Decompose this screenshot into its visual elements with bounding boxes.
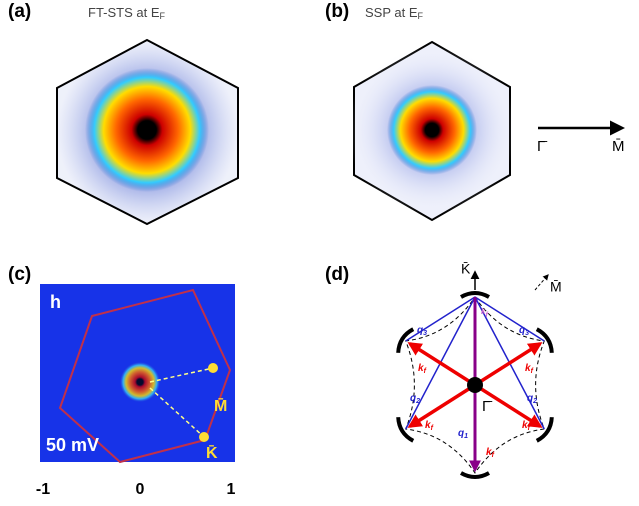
vector-label-sub: f	[431, 425, 434, 432]
panel-title: SSP at EF	[365, 5, 424, 21]
vector-label-sub: f	[492, 452, 495, 459]
m-label: M̄	[612, 138, 625, 155]
path-m	[149, 367, 214, 383]
m-label: M̄	[550, 279, 562, 295]
vector-label-sub: f	[424, 368, 427, 375]
panel-tag: (a)	[8, 1, 31, 22]
gamma-label: Γ̄	[482, 398, 492, 415]
vector-label-main: q	[458, 428, 464, 439]
vector-label-main: k	[525, 363, 531, 374]
vector-label: q2	[410, 393, 420, 405]
x-tick-label: 0	[136, 481, 145, 498]
vector-label-sub: f	[485, 312, 488, 319]
gamma-label: Γ̄	[537, 138, 547, 155]
panel-title-main: FT-STS at E	[88, 5, 160, 20]
vector-label-main: k	[418, 363, 424, 374]
vector-label-sub: 3	[525, 330, 529, 337]
panel-tag: (d)	[325, 264, 349, 285]
fermi-arc	[460, 291, 490, 299]
panel-title-sub: F	[160, 11, 166, 21]
panel-tag: (b)	[325, 1, 349, 22]
vector-label-main: q	[527, 393, 533, 404]
vector-label: kf	[481, 307, 488, 319]
intensity-a	[85, 68, 209, 192]
vector-label: q3	[417, 325, 427, 337]
vector-label: kf	[486, 447, 495, 459]
vector-label: kf	[522, 420, 531, 432]
vector-label-main: k	[481, 307, 486, 316]
kf-vector	[474, 383, 543, 428]
fermi-arc	[535, 417, 554, 443]
vector-label-sub: f	[528, 425, 531, 432]
vector-label: kf	[425, 420, 434, 432]
point-m	[208, 363, 218, 373]
fermi-arc	[535, 327, 554, 353]
vector-label: kf	[525, 363, 534, 375]
kf-vector	[407, 383, 476, 428]
fermi-arc	[396, 327, 415, 353]
fermi-arc	[396, 417, 415, 443]
intensity-c	[120, 362, 160, 402]
vector-label-sub: 3	[423, 330, 427, 337]
vector-label-main: q	[519, 325, 525, 336]
vector-label: kf	[418, 363, 427, 375]
vector-label-main: k	[486, 447, 492, 458]
fermi-arc	[460, 471, 490, 479]
vector-label: q3	[519, 325, 529, 337]
m-arrow	[534, 274, 549, 291]
m-label: M̄	[214, 396, 227, 415]
vector-label: q1	[458, 428, 468, 440]
panel-title: FT-STS at EF	[88, 5, 166, 21]
panel-tag: (c)	[8, 264, 31, 285]
vector-label-main: q	[417, 325, 423, 336]
panel-d	[396, 270, 554, 479]
vector-label-sub: f	[531, 368, 534, 375]
vector-label-sub: 2	[532, 398, 537, 405]
kf-vector	[407, 342, 476, 387]
q-vector	[474, 296, 545, 342]
vector-label-main: k	[425, 420, 431, 431]
vector-label-sub: 2	[415, 398, 420, 405]
vector-label-sub: 1	[464, 433, 468, 440]
kf-vector	[474, 342, 543, 387]
intensity-b	[387, 85, 477, 175]
k-label: K̄	[461, 261, 471, 277]
point-k	[199, 432, 209, 442]
x-tick-label: 1	[227, 481, 236, 498]
q-vector	[405, 296, 476, 342]
x-tick-label: -1	[36, 481, 50, 498]
gamma-point	[467, 377, 483, 393]
vector-label-main: q	[410, 393, 416, 404]
path-k	[149, 387, 205, 438]
panel-title-main: SSP at E	[365, 5, 418, 20]
vector-label-main: k	[522, 420, 528, 431]
bias-label: 50 mV	[46, 435, 99, 455]
vector-label: q2	[527, 393, 537, 405]
panel-title-sub: F	[418, 11, 424, 21]
corner-label: h	[50, 292, 61, 312]
k-label: K̄	[206, 443, 218, 462]
